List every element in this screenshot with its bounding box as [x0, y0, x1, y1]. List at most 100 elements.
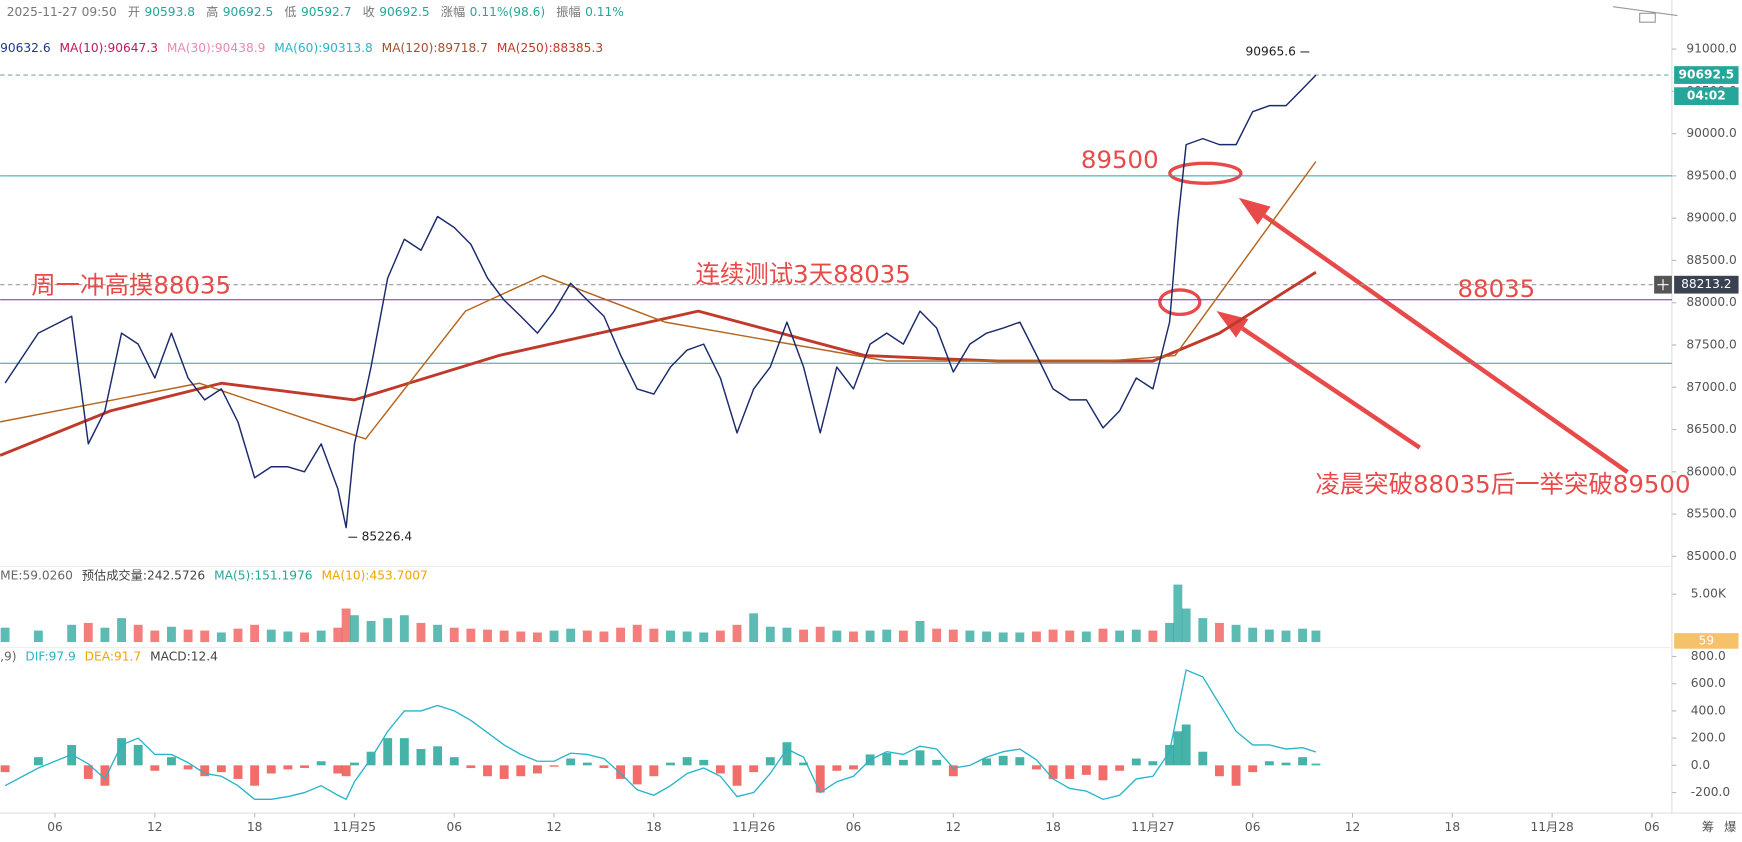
legend-item: DEA:91.7	[85, 649, 142, 663]
volume-bar	[1098, 628, 1108, 643]
macd-bar	[849, 765, 858, 770]
y-tick-label: 88500.0	[1686, 253, 1736, 267]
macd-bar	[1148, 761, 1158, 766]
legend-item: MA(5):151.1976	[214, 568, 313, 582]
indicator-legend: ME:59.0260 预估成交量:242.5726 MA(5):151.1976 MA…	[0, 567, 428, 582]
macd-bar	[266, 765, 276, 774]
macd-bar	[316, 761, 326, 766]
y-tick-label: 91000.0	[1686, 42, 1736, 56]
macd-bar	[1264, 761, 1274, 766]
volume-bar	[83, 622, 93, 643]
y-tick-label: 90000.0	[1686, 126, 1736, 140]
volume-bar	[1311, 630, 1321, 643]
header-label: 开	[128, 5, 140, 19]
low-label: 85226.4	[362, 530, 413, 544]
macd-bar	[133, 744, 143, 766]
toolbar-button[interactable]: 筹	[1702, 820, 1714, 834]
legend-item: 90632.6	[0, 40, 50, 54]
header-value: 90592.7	[301, 5, 351, 19]
volume-bar	[1248, 627, 1258, 643]
macd-bar	[532, 765, 542, 774]
x-tick-label: 12	[946, 820, 962, 834]
volume-bar	[516, 631, 526, 643]
price-badge-label: 90692.5	[1679, 68, 1735, 82]
volume-bar	[266, 629, 276, 643]
volume-bar	[882, 629, 892, 643]
macd-bar	[333, 765, 343, 774]
x-tick-label: 06	[1644, 820, 1660, 834]
toolbar-button[interactable]: 爆	[1724, 820, 1736, 834]
x-tick-label: 06	[1245, 820, 1261, 834]
volume-bar	[333, 627, 343, 643]
macd-bar	[250, 765, 260, 786]
macd-bar	[1115, 765, 1125, 771]
legend-item: MA(250):88385.3	[497, 40, 603, 54]
macd-bar	[117, 738, 126, 766]
macd-bar	[549, 765, 559, 767]
legend-item: MA(10):90647.3	[59, 40, 158, 54]
volume-bar	[1065, 630, 1075, 643]
volume-bar	[765, 626, 775, 643]
dif-line	[4, 669, 1317, 801]
macd-bar	[998, 755, 1008, 766]
macd-bar	[1098, 765, 1108, 781]
macd-bar	[399, 738, 409, 766]
volume-bar	[366, 620, 376, 643]
y-tick-label: 89500.0	[1686, 168, 1736, 182]
macd-bar	[982, 758, 991, 766]
legend-item: MA(60):90313.8	[274, 40, 373, 54]
indicator-legend: ,9) DIF:97.9 DEA:91.7 MACD:12.4	[0, 649, 218, 663]
volume-bar	[0, 627, 10, 643]
countdown-label: 04:02	[1687, 89, 1726, 103]
volume-bar	[566, 628, 576, 643]
x-tick-label: 06	[47, 820, 63, 834]
macd-bar	[749, 765, 759, 773]
highlight-ellipse	[1168, 161, 1243, 185]
macd-bar	[1281, 762, 1291, 766]
crosshair-badge-label: 88213.2	[1681, 277, 1731, 291]
header-value: 90692.5	[379, 5, 429, 19]
macd-bar	[832, 765, 842, 771]
macd-bar	[1032, 765, 1041, 770]
annotation: 88035	[1458, 274, 1536, 303]
volume-bar	[782, 627, 792, 643]
y-tick-label: 88000.0	[1686, 295, 1736, 309]
macd-bar	[599, 765, 609, 769]
macd-bar	[0, 765, 10, 773]
volume-bar	[283, 631, 293, 643]
macd-bar	[1311, 763, 1321, 766]
volume-bar	[1264, 629, 1274, 643]
volume-bar	[715, 630, 725, 643]
volume-bar	[532, 632, 542, 643]
macd-bar	[233, 765, 243, 779]
arrow-shaft	[1262, 213, 1629, 474]
macd-bar	[1131, 758, 1141, 766]
volume-bar	[499, 630, 509, 643]
volume-bar	[1148, 630, 1158, 643]
macd-bar	[483, 765, 492, 777]
volume-bar	[616, 627, 626, 643]
volume-bar	[749, 613, 759, 643]
macd-bar	[466, 765, 476, 769]
macd-bar	[1298, 757, 1308, 766]
crosshair-badge	[1674, 275, 1739, 294]
volume-bar	[582, 630, 592, 643]
header-value: 0.11%	[585, 5, 624, 19]
volume-bar	[1231, 624, 1241, 643]
y-tick-label: 0.0	[1691, 758, 1710, 772]
volume-badge-label: 59	[1699, 633, 1715, 647]
volume-bar	[449, 627, 459, 643]
macd-bar	[216, 765, 226, 773]
legend-item: MACD:12.4	[150, 649, 218, 663]
volume-bar	[832, 630, 842, 643]
y-tick-label: 400.0	[1691, 703, 1726, 717]
volume-bar	[932, 628, 942, 643]
volume-bar	[632, 624, 642, 643]
annotation: 连续测试3天88035	[695, 259, 910, 288]
x-tick-label: 12	[546, 820, 562, 834]
toolbar-icon[interactable]	[1612, 6, 1678, 23]
volume-bar	[33, 630, 43, 643]
macd-bar	[1048, 765, 1058, 779]
volume-bar	[416, 622, 426, 643]
